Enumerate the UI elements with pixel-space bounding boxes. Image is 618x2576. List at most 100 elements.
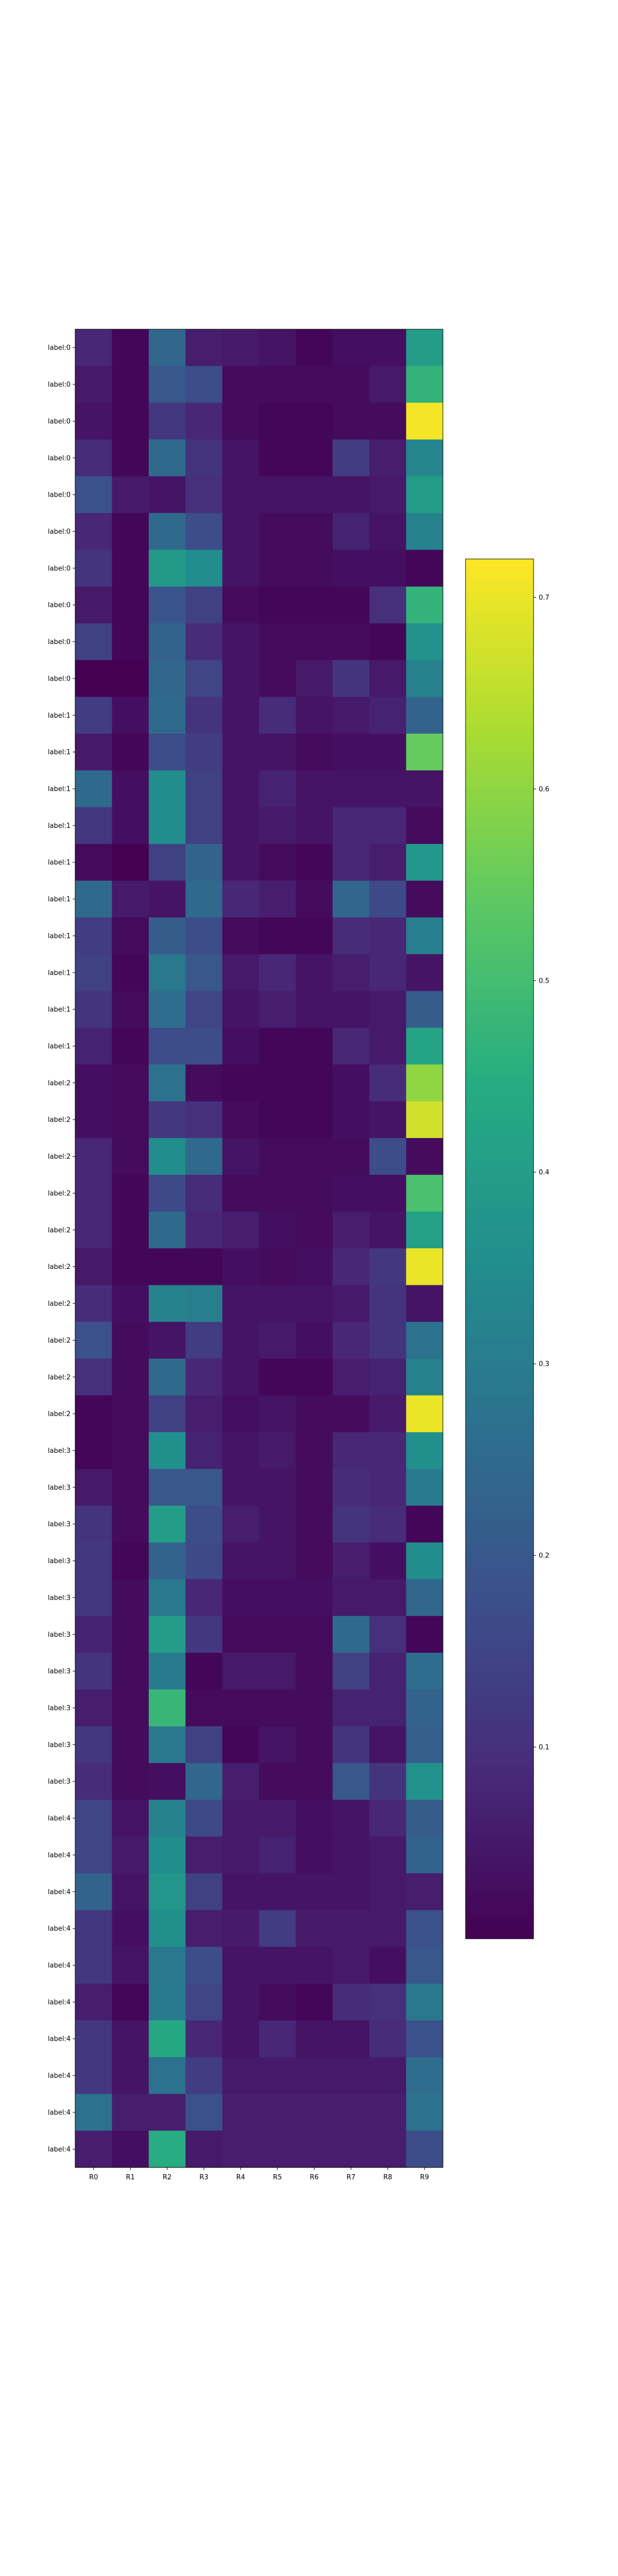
y-tick-label: label:4 <box>48 1962 71 1970</box>
heatmap-cell: label:4, R9: 0.18 <box>406 2020 443 2058</box>
heatmap-cell: label:2, R7: 0.03 <box>332 1175 370 1212</box>
heatmap-cell: label:0, R6: 0.02 <box>296 550 333 587</box>
heatmap-cell: label:3, R6: 0.02 <box>296 1726 333 1764</box>
heatmap-cell: label:0, R6: 0.01 <box>296 586 333 624</box>
colorbar-segment <box>466 1538 534 1546</box>
colorbar-segment <box>466 1394 534 1401</box>
heatmap-cell: label:3, R6: 0.02 <box>296 1652 333 1690</box>
heatmap-cell: label:1, R0: 0.12 <box>75 807 112 844</box>
heatmap-cell: label:4, R2: 0.3 <box>148 1984 186 2021</box>
heatmap-cell: label:4, R0: 0.12 <box>75 1910 112 1947</box>
heatmap-cell: label:1, R3: 0.17 <box>185 917 223 955</box>
heatmap-cell: label:1, R7: 0.05 <box>332 697 370 734</box>
heatmap-cell: label:3, R8: 0.08 <box>369 1469 407 1506</box>
colorbar-tick-label: 0.2 <box>539 1552 550 1560</box>
colorbar-tick-label: 0.1 <box>539 1744 550 1752</box>
heatmap-cell: label:2, R9: 0.27 <box>406 1321 443 1359</box>
heatmap-cell: label:2, R8: 0.05 <box>369 1395 407 1433</box>
heatmap-cell: label:3, R6: 0.02 <box>296 1432 333 1469</box>
colorbar-segment <box>466 655 534 663</box>
heatmap-cell: label:1, R1: 0.02 <box>112 991 149 1028</box>
heatmap-cell: label:4, R4: 0.04 <box>222 1984 260 2021</box>
colorbar-segment <box>466 1883 534 1891</box>
heatmap-cell: label:3, R5: 0.05 <box>259 1652 296 1690</box>
heatmap-cell: label:1, R8: 0.05 <box>369 991 407 1028</box>
heatmap-cell: label:1, R6: 0.01 <box>296 917 333 955</box>
heatmap-cell: label:4, R0: 0.06 <box>75 1984 112 2021</box>
x-tick-label: R8 <box>383 2174 392 2181</box>
heatmap-cell: label:4, R4: 0.05 <box>222 1910 260 1947</box>
y-tick-label: label:0 <box>48 344 71 352</box>
colorbar-segment <box>466 1469 534 1477</box>
heatmap-cell: label:3, R4: 0.06 <box>222 1763 260 1800</box>
colorbar-segment <box>466 1476 534 1484</box>
heatmap-cell: label:1, R9: 0.23 <box>406 697 443 734</box>
heatmap-cell: label:2, R8: 0.04 <box>369 1211 407 1249</box>
heatmap-cell: label:0, R6: 0.05 <box>296 660 333 698</box>
colorbar-segment <box>466 1131 534 1139</box>
colorbar-segment <box>466 704 534 711</box>
y-tick-label: label:1 <box>48 1006 71 1014</box>
heatmap-cell: label:4, R1: 0.03 <box>112 2130 149 2168</box>
colorbar-segment <box>466 1048 534 1056</box>
heatmap-cell: label:2, R3: 0.01 <box>185 1248 223 1285</box>
heatmap-cell: label:3, R2: 0.29 <box>148 1579 186 1617</box>
heatmap-cell: label:0, R8: 0.06 <box>369 439 407 477</box>
heatmap-cell: label:3, R2: 0.2 <box>148 1469 186 1506</box>
y-tick-label: label:0 <box>48 418 71 426</box>
y-tick-label: label:3 <box>48 1557 71 1565</box>
heatmap-cell: label:4, R5: 0.02 <box>259 1984 296 2021</box>
heatmap-cell: label:2, R1: 0.02 <box>112 1064 149 1102</box>
heatmap-cell: label:0, R3: 0.17 <box>185 513 223 550</box>
heatmap-cell: label:2, R7: 0.06 <box>332 1211 370 1249</box>
heatmap-cell: label:3, R7: 0.11 <box>332 1726 370 1764</box>
heatmap-cell: label:3, R6: 0.02 <box>296 1542 333 1580</box>
y-tick-label: label:2 <box>48 1116 71 1124</box>
heatmap-cell: label:2, R1: 0.02 <box>112 1359 149 1396</box>
heatmap-cell: label:1, R5: 0.06 <box>259 880 296 918</box>
heatmap-cell: label:1, R0: 0.11 <box>75 991 112 1028</box>
colorbar-segment <box>466 1690 534 1698</box>
x-tick-label: R2 <box>163 2174 171 2181</box>
heatmap-cell: label:2, R2: 0.16 <box>148 1175 186 1212</box>
colorbar-segment <box>466 1566 534 1573</box>
x-tick-label: R9 <box>420 2174 429 2181</box>
heatmap-cell: label:4, R2: 0.32 <box>148 1800 186 1837</box>
colorbar-segment <box>466 1069 534 1077</box>
heatmap-cell: label:1, R5: 0.02 <box>259 844 296 881</box>
colorbar-segment <box>466 1111 534 1118</box>
heatmap-cell: label:1, R2: 0.29 <box>148 954 186 992</box>
y-tick-label: label:3 <box>48 1594 71 1602</box>
colorbar-segment <box>466 1269 534 1277</box>
heatmap-cell: label:4, R6: 0.04 <box>296 1946 333 1984</box>
heatmap-cell: label:0, R1: 0.01 <box>112 513 149 550</box>
heatmap-cell: label:0, R5: 0.01 <box>259 402 296 440</box>
heatmap-cell: label:4, R7: 0.04 <box>332 1800 370 1837</box>
y-tick-label: label:0 <box>48 638 71 646</box>
heatmap-cell: label:2, R1: 0.03 <box>112 1285 149 1323</box>
colorbar-segment <box>466 1573 534 1581</box>
heatmap-cell: label:3, R1: 0.01 <box>112 1542 149 1580</box>
heatmap-cell: label:2, R2: 0.12 <box>148 1101 186 1139</box>
heatmap-cell: label:0, R5: 0.01 <box>259 586 296 624</box>
heatmap-cell: label:2, R7: 0.03 <box>332 1101 370 1139</box>
heatmap-cell: label:4, R3: 0.17 <box>185 1946 223 1984</box>
heatmap-cell: label:1, R4: 0.04 <box>222 991 260 1028</box>
heatmap-cell: label:0, R7: 0.13 <box>332 439 370 477</box>
colorbar-segment <box>466 731 534 739</box>
heatmap-cell: label:2, R2: 0.32 <box>148 1285 186 1323</box>
heatmap-cell: label:2, R7: 0.08 <box>332 1321 370 1359</box>
heatmap-cell: label:4, R4: 0.05 <box>222 2057 260 2094</box>
x-tick-label: R0 <box>89 2174 98 2181</box>
heatmap-cell: label:4, R7: 0.05 <box>332 2057 370 2094</box>
colorbar-segment <box>466 1366 534 1374</box>
heatmap-cell: label:4, R5: 0.07 <box>259 1836 296 1874</box>
heatmap-cell: label:2, R4: 0.04 <box>222 1285 260 1323</box>
colorbar-tick-label: 0.4 <box>539 1169 550 1177</box>
colorbar-segment <box>466 938 534 946</box>
colorbar-segment <box>466 883 534 891</box>
heatmap-cell: label:1, R0: 0.25 <box>75 770 112 808</box>
colorbar-segment <box>466 1193 534 1201</box>
heatmap-cell: label:0, R4: 0.04 <box>222 439 260 477</box>
heatmap-cell: label:3, R6: 0.03 <box>296 1579 333 1617</box>
